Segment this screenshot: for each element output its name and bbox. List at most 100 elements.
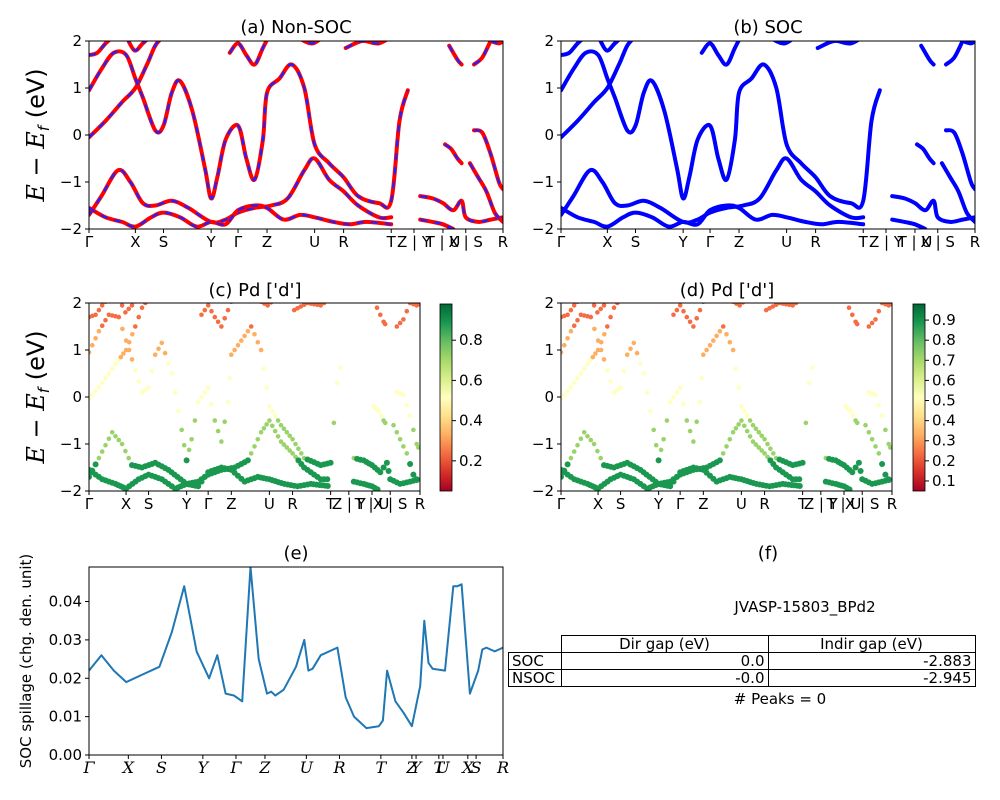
- projected-band-point: [593, 351, 598, 356]
- projected-band-point: [720, 324, 726, 329]
- panel-a-xtick-label: Γ: [234, 233, 243, 251]
- projected-band-point: [401, 444, 406, 449]
- projected-band-point: [677, 385, 683, 390]
- projected-band-point: [324, 476, 331, 483]
- projected-band-point: [869, 320, 875, 326]
- projected-band-point: [677, 303, 683, 308]
- panel-e-xtick-label: Γ: [82, 758, 95, 777]
- projected-band-point: [727, 437, 733, 442]
- projected-band-point: [873, 392, 878, 397]
- projected-band-point: [667, 483, 674, 490]
- projected-band-point: [290, 437, 295, 442]
- panel-d-ytick-label: 0: [544, 388, 554, 406]
- panel-d-xtick-label: R: [759, 495, 769, 513]
- projected-band-point: [195, 483, 202, 490]
- panel-c-xtick-label: X: [121, 495, 131, 513]
- colorbar-c: [439, 303, 453, 492]
- projected-band-point: [248, 451, 254, 456]
- projected-band-point: [807, 380, 812, 386]
- projected-band-point: [879, 461, 886, 467]
- panel-b-ytick-label: 2: [544, 32, 554, 50]
- projected-band-point: [380, 464, 387, 471]
- projected-band-point: [172, 390, 178, 395]
- projected-band-point: [565, 312, 570, 318]
- soc-band-line: [561, 41, 634, 140]
- projected-band-point: [615, 387, 620, 393]
- projected-band-point: [697, 307, 703, 313]
- projected-band-point: [588, 437, 594, 443]
- panel-e-xtick-label: U: [436, 758, 450, 777]
- soc-band-dashed-overlay: [448, 45, 463, 66]
- panel-a-xtick-label: R: [338, 233, 348, 251]
- projected-band-point: [638, 297, 643, 302]
- projected-band-point: [727, 339, 733, 345]
- projected-band-point: [99, 380, 105, 386]
- projected-band-point: [113, 361, 118, 367]
- panel-c-xtick-label: T: [325, 495, 336, 513]
- projected-band-point: [376, 408, 381, 414]
- panel-e-xtick-label: Y: [411, 758, 423, 777]
- projected-band-point: [602, 332, 607, 337]
- projected-band-point: [136, 295, 141, 300]
- projected-band-point: [634, 350, 640, 356]
- projected-band-point: [117, 296, 122, 301]
- projected-band-point: [183, 295, 188, 300]
- soc-band-dashed-overlay: [301, 41, 320, 45]
- projected-band-point: [756, 445, 762, 450]
- projected-band-point: [638, 361, 643, 366]
- soc-band-line: [699, 41, 741, 67]
- projected-band-point: [401, 317, 406, 322]
- projected-bands-d: [561, 297, 892, 491]
- projected-band-point: [849, 469, 856, 476]
- projected-band-point: [670, 478, 677, 485]
- projected-band-point: [717, 328, 723, 334]
- axis-ticks: 2 1 0 −1 −2 2 1 0 −1 −2 2 1 0 −1 −2 2 1 0 −1 −2 0.04 0.03 0.02…: [49, 32, 981, 777]
- soc-band-line: [561, 156, 866, 225]
- projected-band-point: [109, 366, 115, 372]
- panel-d-xtick-label: T: [797, 495, 808, 513]
- projected-band-point: [261, 366, 267, 372]
- soc-band-dashed-overlay: [419, 195, 503, 224]
- projected-band-point: [136, 314, 141, 320]
- projected-band-point: [176, 408, 181, 414]
- projected-band-point: [744, 413, 750, 419]
- projected-band-point: [267, 418, 272, 423]
- projected-band-point: [407, 413, 413, 419]
- projected-band-point: [179, 296, 184, 301]
- panel-a-xtick-label: Z: [262, 233, 272, 251]
- projected-band-point: [571, 323, 577, 329]
- projected-band-point: [585, 433, 590, 439]
- projected-band-point: [90, 392, 95, 398]
- colorbar-d-tick-label: 0.8: [932, 331, 956, 349]
- panel-c-ytick-label: 0: [72, 388, 82, 406]
- soc-band-line: [561, 49, 882, 210]
- projected-band-point: [378, 312, 383, 318]
- projected-band-point: [568, 307, 574, 313]
- projected-band-point: [394, 324, 400, 329]
- projected-band-point: [321, 303, 327, 306]
- panel-a-ytick-label: −1: [60, 173, 82, 191]
- projected-bands-c: [89, 295, 420, 491]
- projected-band-point: [146, 385, 151, 390]
- projected-band-point: [169, 371, 175, 376]
- soc-band-line: [890, 194, 975, 224]
- projected-band-point: [765, 441, 770, 447]
- projected-band-point: [750, 422, 756, 428]
- projected-band-point: [866, 430, 872, 435]
- soc-band-dashed-overlay: [89, 50, 409, 209]
- projected-band-point: [886, 441, 891, 447]
- panel-a-xtick-label: Γ: [85, 233, 94, 251]
- nsoc-dir-gap: -0.0: [560, 669, 769, 687]
- projected-band-point: [601, 357, 607, 362]
- projected-band-point: [377, 469, 384, 476]
- axes-e-frame: [88, 566, 504, 756]
- soc-band-line: [561, 203, 866, 229]
- projected-band-point: [183, 457, 190, 464]
- projected-band-point: [382, 420, 388, 426]
- panel-d-ytick-label: 1: [544, 341, 554, 359]
- projected-band-point: [252, 332, 257, 337]
- panel-b-xtick-label: Y: [678, 233, 689, 251]
- projected-band-point: [854, 321, 860, 327]
- projected-band-point: [733, 426, 739, 431]
- projected-band-point: [883, 427, 888, 433]
